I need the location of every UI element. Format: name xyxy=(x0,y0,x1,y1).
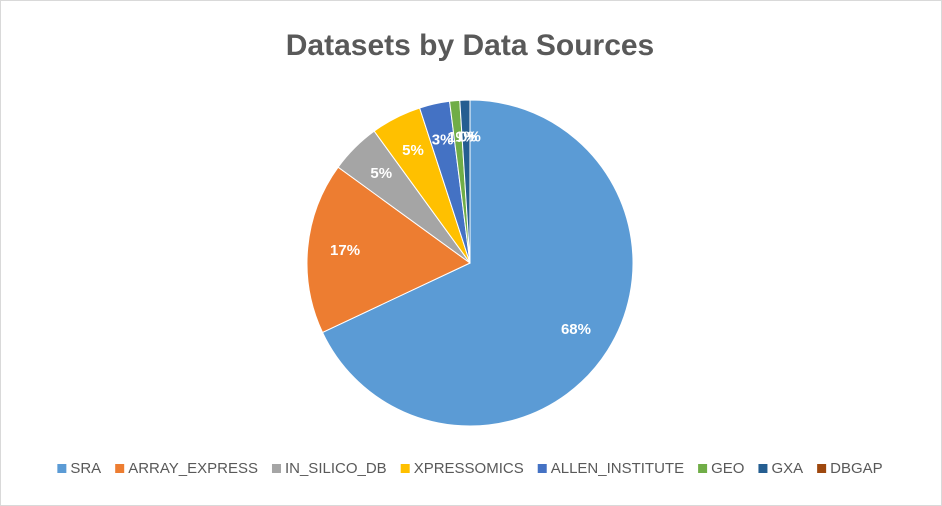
data-label: 5% xyxy=(370,165,392,182)
legend-label: GXA xyxy=(771,460,803,477)
data-label: 68% xyxy=(561,321,591,338)
legend-label: GEO xyxy=(711,460,744,477)
legend-swatch xyxy=(758,464,768,473)
legend-label: XPRESSOMICS xyxy=(414,460,524,477)
legend-label: DBGAP xyxy=(830,460,883,477)
legend-swatch xyxy=(400,464,410,473)
legend-swatch xyxy=(115,464,125,473)
pie-slice xyxy=(306,166,471,334)
legend: SRA ARRAY_EXPRESS IN_SILICO_DB XPRESSOMICS A… xyxy=(57,460,883,477)
legend-swatch xyxy=(698,464,708,473)
data-label: 17% xyxy=(330,242,360,259)
legend-swatch xyxy=(537,464,547,473)
data-label: 5% xyxy=(402,142,424,159)
data-label: 3% xyxy=(432,131,454,148)
legend-label: ARRAY_EXPRESS xyxy=(128,460,258,477)
legend-swatch xyxy=(817,464,827,473)
pie-slice xyxy=(321,99,634,427)
data-label: 1% xyxy=(455,129,477,146)
chart-title: Datasets by Data Sources xyxy=(286,29,655,62)
legend-label: IN_SILICO_DB xyxy=(285,460,387,477)
legend-label: SRA xyxy=(70,460,101,477)
pie: 68%17%5%5%3%1%1%0% xyxy=(306,99,634,427)
data-label: 0% xyxy=(459,128,481,145)
legend-label: ALLEN_INSTITUTE xyxy=(551,460,684,477)
legend-swatch xyxy=(57,464,67,473)
legend-swatch xyxy=(271,464,281,473)
